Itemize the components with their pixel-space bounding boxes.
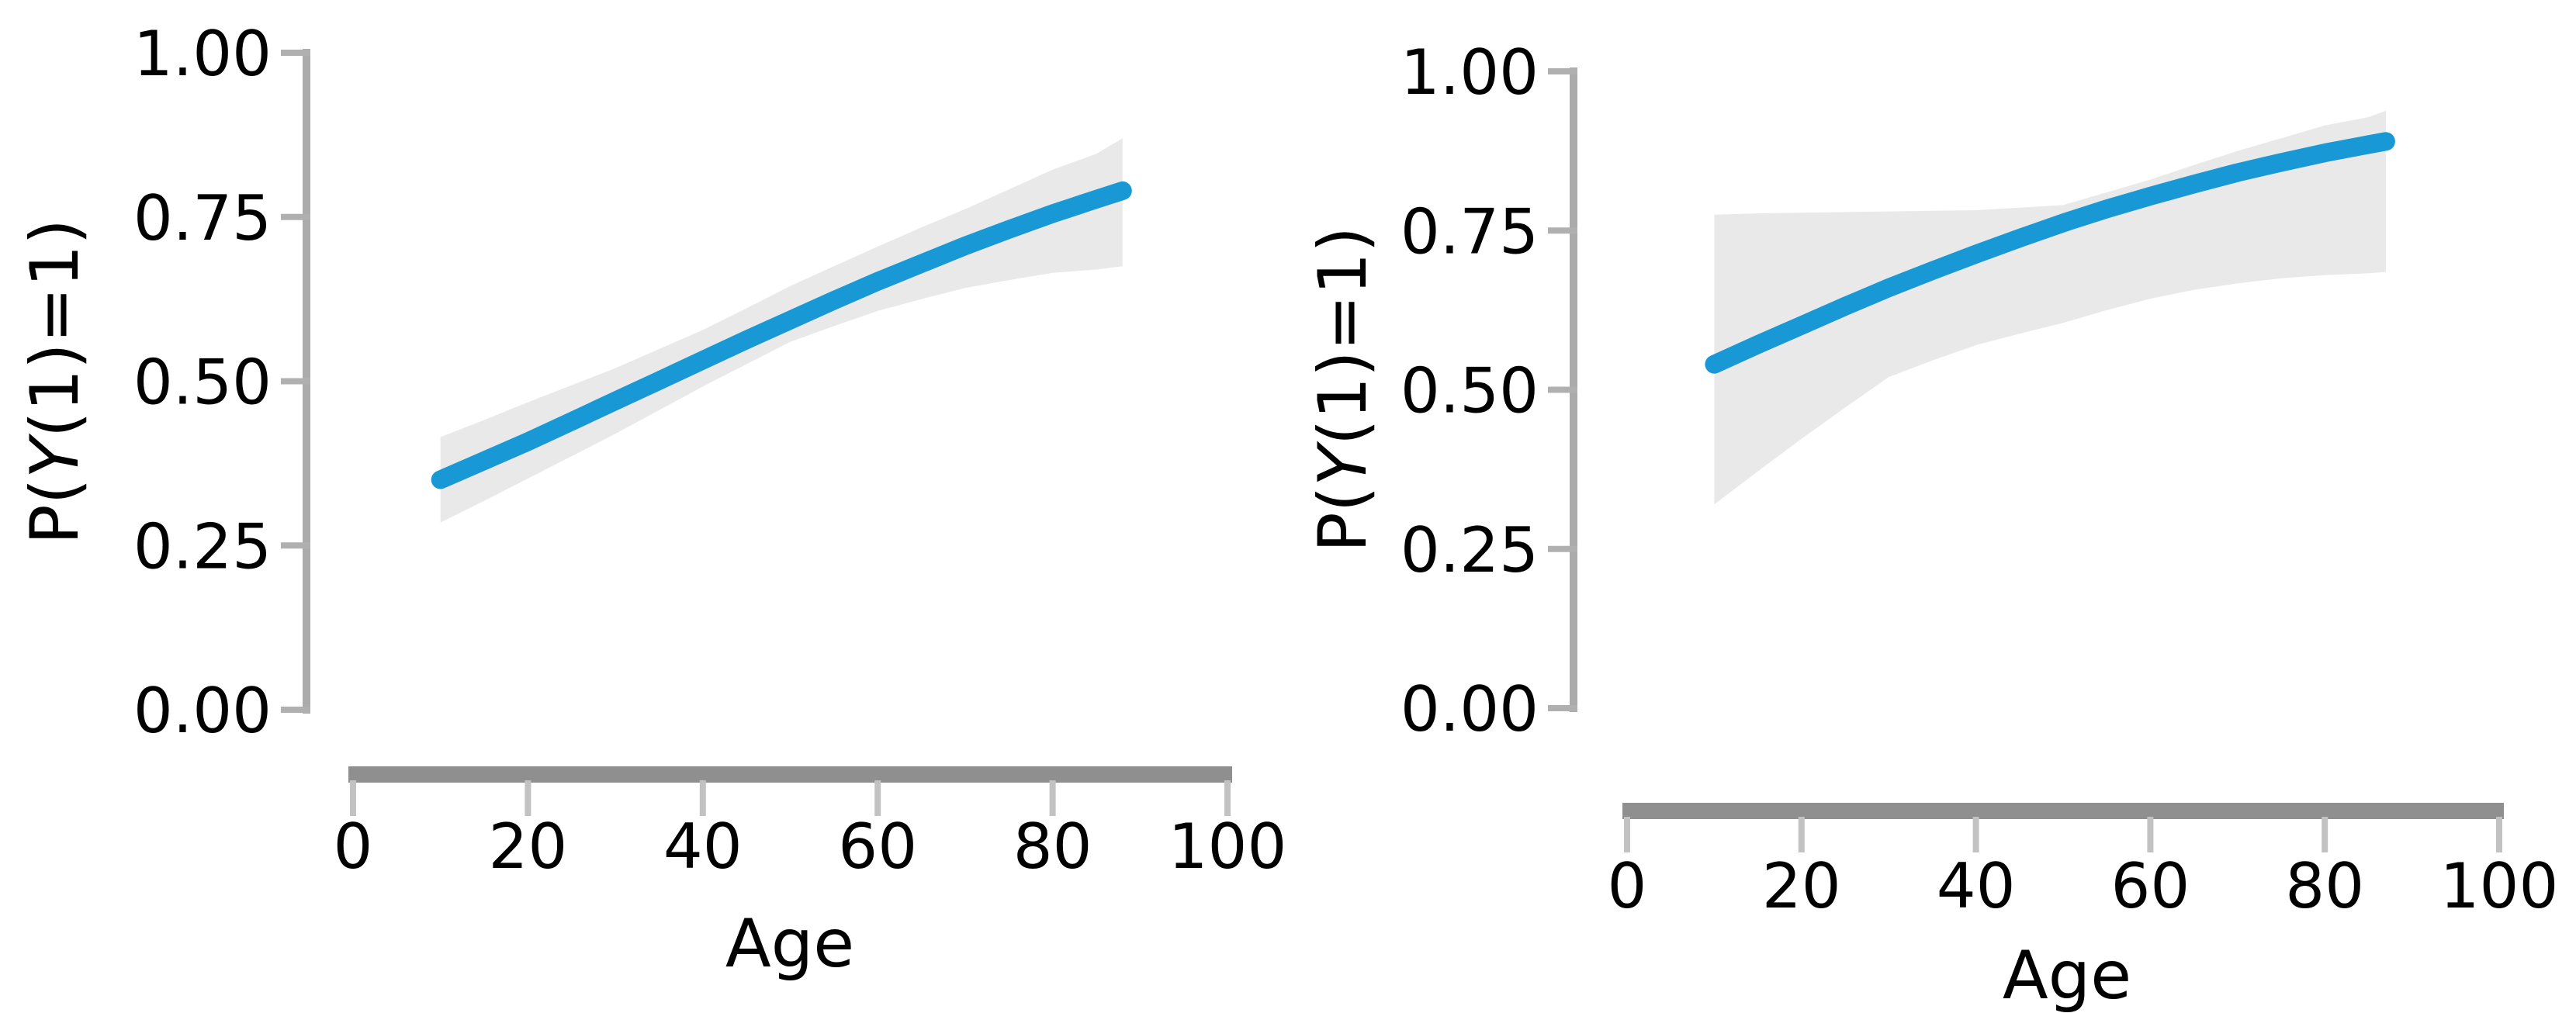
right-panel-chart: 0.00 0.25 0.50 0.75 1.00 0 20 40 60 80 100 Age P(Y(1… [1304, 36, 2559, 1013]
x-tick-label: 80 [2285, 850, 2364, 922]
x-tick-label: 40 [1937, 850, 2016, 922]
x-tick-label: 60 [838, 811, 917, 883]
y-tick-label: 0.75 [1401, 195, 1539, 268]
y-tick-label: 1.00 [133, 18, 272, 90]
x-axis-title: Age [725, 905, 854, 983]
y-tick-label: 0.75 [133, 182, 272, 254]
y-tick-label: 0.50 [133, 347, 272, 419]
x-axis-line [348, 766, 1232, 783]
y-tick-label: 0.50 [1401, 355, 1539, 427]
confidence-band [1714, 110, 2386, 505]
y-axis-title: P(Y(1)=1) [1304, 226, 1382, 552]
y-tick-label: 0.25 [1401, 514, 1539, 586]
x-tick-label: 20 [489, 811, 568, 883]
x-tick-label: 80 [1013, 811, 1092, 883]
y-tick-label: 0.25 [133, 510, 272, 583]
x-tick-label: 0 [334, 811, 373, 883]
y-tick-label: 0.00 [1401, 673, 1539, 745]
x-tick-label: 60 [2111, 850, 2190, 922]
predicted-probability-line [431, 181, 1132, 489]
x-axis-title: Age [2003, 937, 2131, 1013]
x-axis-line [1622, 803, 2504, 819]
x-tick-label: 100 [1169, 811, 1287, 883]
x-tick-label: 20 [1762, 850, 1841, 922]
y-tick-label: 1.00 [1401, 36, 1539, 109]
left-panel-chart: 0.00 0.25 0.50 0.75 1.00 0 20 40 60 80 100 Age P(Y(1… [16, 18, 1287, 983]
predicted-probability-line [1705, 132, 2395, 374]
y-axis-title: P(Y(1)=1) [16, 219, 94, 545]
x-tick-label: 0 [1608, 850, 1647, 922]
x-tick-label: 40 [663, 811, 743, 883]
x-tick-label: 100 [2440, 850, 2559, 922]
y-tick-label: 0.00 [133, 675, 272, 747]
